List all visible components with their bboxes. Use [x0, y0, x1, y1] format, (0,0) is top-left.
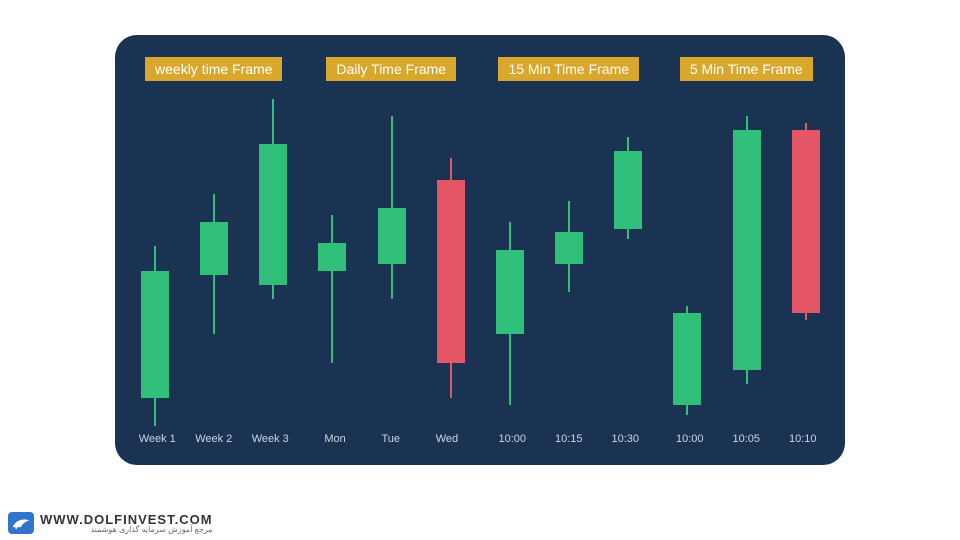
x-axis-label: 10:00: [676, 433, 704, 445]
candle-body: [259, 144, 287, 285]
candle-area: [480, 81, 658, 433]
candle-area: [125, 81, 303, 433]
x-axis-labels: Mon Tue Wed: [303, 433, 481, 447]
dolphin-logo-icon: [8, 512, 34, 534]
x-axis-label: 10:15: [555, 433, 583, 445]
panel-title: Daily Time Frame: [326, 57, 456, 81]
dolphin-icon: [11, 515, 31, 531]
chart-panels: weekly time Frame Week 1 Week 2 Week 3 Daily…: [115, 35, 845, 465]
x-axis-label: 10:10: [789, 433, 817, 445]
candle-body: [792, 130, 820, 313]
x-axis-label: Week 1: [139, 433, 176, 445]
candle-body: [141, 271, 169, 398]
x-axis-label: 10:00: [498, 433, 526, 445]
x-axis-label: Tue: [381, 433, 400, 445]
chart-panel: weekly time Frame Week 1 Week 2 Week 3: [125, 57, 303, 447]
candle-area: [658, 81, 836, 433]
watermark-text: WWW.DOLFINVEST.COM مرجع آموزش سرمایه گذا…: [40, 513, 213, 534]
panel-title: weekly time Frame: [145, 57, 282, 81]
x-axis-label: Week 2: [195, 433, 232, 445]
x-axis-label: Week 3: [252, 433, 289, 445]
x-axis-labels: 10:00 10:15 10:30: [480, 433, 658, 447]
candle-area: [303, 81, 481, 433]
x-axis-label: 10:05: [732, 433, 760, 445]
watermark-url: WWW.DOLFINVEST.COM: [40, 513, 213, 526]
candle-body: [614, 151, 642, 228]
candle-body: [673, 313, 701, 405]
panel-title: 15 Min Time Frame: [498, 57, 639, 81]
chart-panel: Daily Time Frame Mon Tue Wed: [303, 57, 481, 447]
x-axis-label: 10:30: [611, 433, 639, 445]
candle-body: [200, 222, 228, 275]
candle-wick: [331, 215, 333, 363]
chart-panel: 5 Min Time Frame 10:00 10:05 10:10: [658, 57, 836, 447]
x-axis-labels: Week 1 Week 2 Week 3: [125, 433, 303, 447]
candle-body: [378, 208, 406, 264]
candle-body: [437, 180, 465, 363]
candle-body: [496, 250, 524, 334]
candle-body: [318, 243, 346, 271]
chart-panel: 15 Min Time Frame 10:00 10:15 10:30: [480, 57, 658, 447]
watermark: WWW.DOLFINVEST.COM مرجع آموزش سرمایه گذا…: [8, 512, 213, 534]
chart-card: weekly time Frame Week 1 Week 2 Week 3 Daily…: [115, 35, 845, 465]
watermark-subtitle: مرجع آموزش سرمایه گذاری هوشمند: [40, 526, 213, 534]
panel-title: 5 Min Time Frame: [680, 57, 813, 81]
candle-body: [555, 232, 583, 264]
x-axis-labels: 10:00 10:05 10:10: [658, 433, 836, 447]
x-axis-label: Mon: [324, 433, 345, 445]
x-axis-label: Wed: [436, 433, 458, 445]
candle-body: [733, 130, 761, 369]
